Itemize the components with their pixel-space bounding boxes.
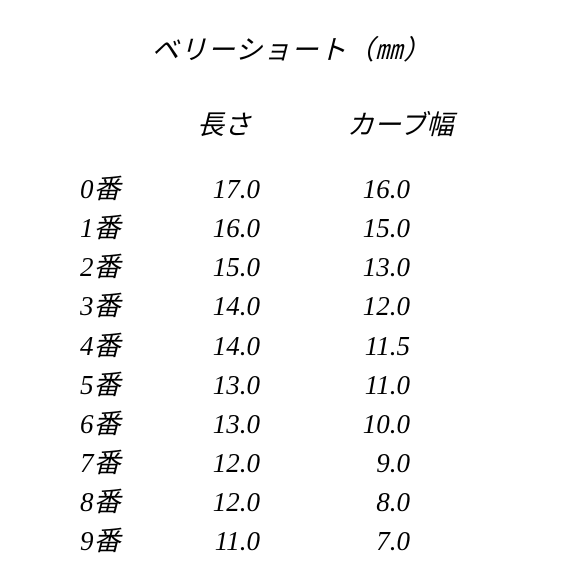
- table-row: 6番 13.0 10.0: [80, 405, 583, 444]
- row-label: 7番: [80, 444, 188, 483]
- row-label: 6番: [80, 405, 188, 444]
- header-curve: カーブ幅: [325, 103, 505, 142]
- table-row: 0番 17.0 16.0: [80, 170, 583, 209]
- row-curve: 9.0: [318, 444, 458, 483]
- row-label: 0番: [80, 170, 188, 209]
- row-label: 8番: [80, 483, 188, 522]
- size-table-container: ベリーショート（㎜） 長さ カーブ幅 0番 17.0 16.0 1番 16.0 …: [0, 0, 583, 561]
- row-curve: 10.0: [318, 405, 458, 444]
- row-curve: 13.0: [318, 248, 458, 287]
- table-row: 7番 12.0 9.0: [80, 444, 583, 483]
- row-label: 4番: [80, 327, 188, 366]
- row-length: 16.0: [188, 209, 318, 248]
- row-length: 11.0: [188, 522, 318, 561]
- row-label: 3番: [80, 287, 188, 326]
- row-curve: 7.0: [318, 522, 458, 561]
- row-length: 14.0: [188, 287, 318, 326]
- header-length: 長さ: [175, 103, 325, 142]
- table-row: 2番 15.0 13.0: [80, 248, 583, 287]
- table-row: 3番 14.0 12.0: [80, 287, 583, 326]
- table-header-row: 長さ カーブ幅: [0, 103, 583, 142]
- row-curve: 16.0: [318, 170, 458, 209]
- row-curve: 15.0: [318, 209, 458, 248]
- row-curve: 8.0: [318, 483, 458, 522]
- table-body: 0番 17.0 16.0 1番 16.0 15.0 2番 15.0 13.0 3…: [0, 170, 583, 561]
- row-length: 14.0: [188, 327, 318, 366]
- row-curve: 12.0: [318, 287, 458, 326]
- table-row: 9番 11.0 7.0: [80, 522, 583, 561]
- row-length: 17.0: [188, 170, 318, 209]
- row-curve: 11.0: [318, 366, 458, 405]
- row-length: 12.0: [188, 483, 318, 522]
- row-label: 2番: [80, 248, 188, 287]
- table-row: 5番 13.0 11.0: [80, 366, 583, 405]
- table-row: 8番 12.0 8.0: [80, 483, 583, 522]
- row-label: 5番: [80, 366, 188, 405]
- row-curve: 11.5: [318, 327, 458, 366]
- header-spacer: [0, 103, 175, 142]
- row-length: 13.0: [188, 405, 318, 444]
- row-label: 1番: [80, 209, 188, 248]
- row-length: 12.0: [188, 444, 318, 483]
- table-title: ベリーショート（㎜）: [0, 28, 583, 67]
- table-row: 4番 14.0 11.5: [80, 327, 583, 366]
- table-row: 1番 16.0 15.0: [80, 209, 583, 248]
- row-label: 9番: [80, 522, 188, 561]
- row-length: 13.0: [188, 366, 318, 405]
- row-length: 15.0: [188, 248, 318, 287]
